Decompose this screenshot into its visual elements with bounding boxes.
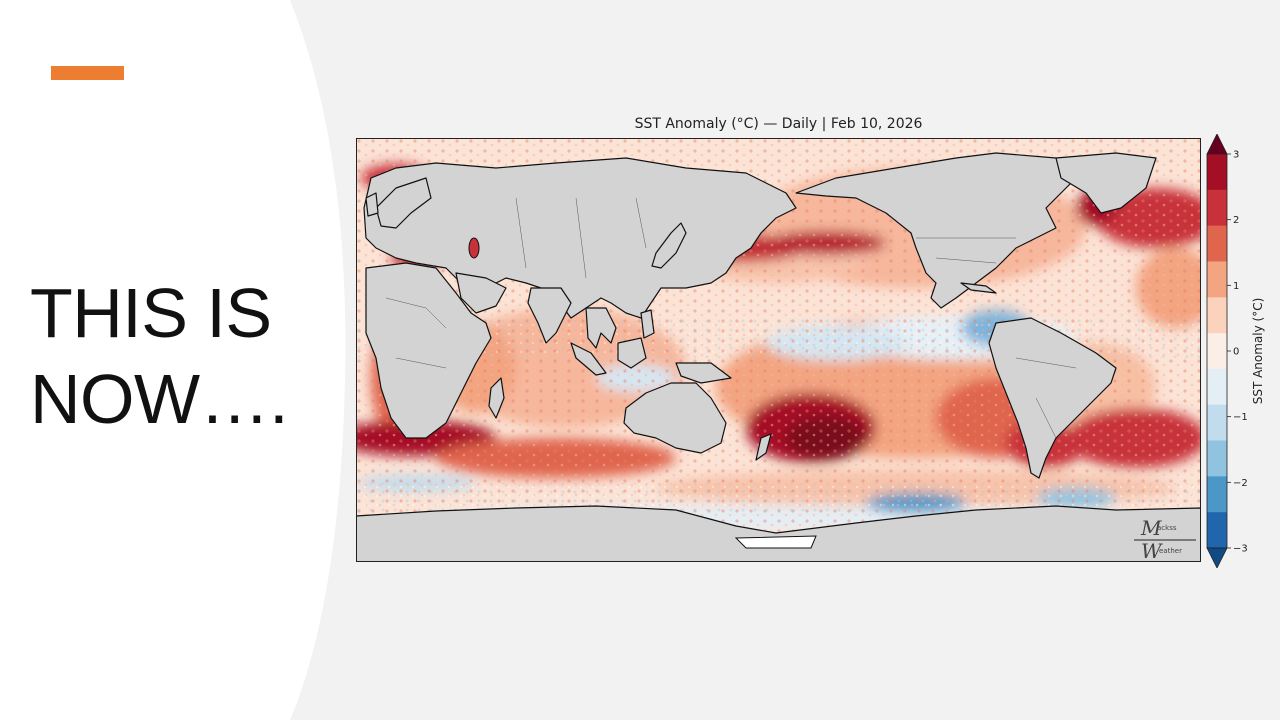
colorbar-tick-label: 1 bbox=[1233, 281, 1239, 292]
sst-anomaly-map: M ackss W eather bbox=[356, 138, 1201, 562]
landmass-india bbox=[527, 287, 572, 344]
headline-line-2: NOW…. bbox=[30, 360, 289, 438]
landmass-new-zealand bbox=[755, 433, 772, 461]
colorbar-segment bbox=[1207, 404, 1227, 442]
colorbar-segment bbox=[1207, 476, 1227, 513]
accent-bar bbox=[51, 66, 124, 80]
colorbar-segment bbox=[1207, 512, 1227, 549]
landmass-philippines bbox=[640, 309, 655, 339]
watermark-ackss: ackss bbox=[1157, 524, 1177, 532]
colorbar-tick-label: 3 bbox=[1233, 150, 1239, 161]
land-masses bbox=[356, 152, 1201, 562]
landmass-madagascar bbox=[488, 377, 505, 419]
watermark-m: M bbox=[1140, 516, 1162, 540]
colorbar-segment bbox=[1207, 154, 1227, 191]
colorbar-segment bbox=[1207, 440, 1227, 477]
colorbar-segment bbox=[1207, 261, 1227, 298]
colorbar-segment bbox=[1207, 225, 1227, 262]
landmass-se-asia bbox=[585, 307, 617, 349]
country-borders bbox=[385, 197, 1077, 439]
landmass-new-guinea bbox=[675, 362, 732, 384]
white-curved-panel bbox=[0, 0, 346, 720]
colorbar-label: SST Anomaly (°C) bbox=[1251, 297, 1265, 405]
map-title: SST Anomaly (°C) — Daily | Feb 10, 2026 bbox=[634, 116, 923, 132]
ice-shelf bbox=[734, 535, 817, 549]
caspian-sea bbox=[468, 237, 480, 259]
watermark-logo: M ackss W eather bbox=[1134, 516, 1196, 562]
headline-line-1: THIS IS bbox=[30, 274, 272, 352]
slide-headline: THIS IS NOW…. bbox=[30, 270, 289, 442]
landmass-australia bbox=[623, 382, 727, 454]
landmass-sumatra bbox=[570, 342, 607, 376]
colorbar-tick-label: 2 bbox=[1233, 215, 1239, 226]
colorbar-extend-min bbox=[1206, 547, 1228, 568]
colorbar-tick-label: 0 bbox=[1233, 347, 1239, 358]
landmass-uk bbox=[365, 192, 379, 217]
landmass-antarctica bbox=[356, 505, 1201, 562]
landmass-scandinavia bbox=[375, 177, 432, 229]
colorbar: 3 2 1 0 −1 −2 −3 bbox=[1206, 134, 1248, 568]
colorbar-extend-max bbox=[1206, 134, 1228, 155]
landmass-north-america bbox=[795, 152, 1077, 309]
colorbar-ticks: 3 2 1 0 −1 −2 −3 bbox=[1227, 150, 1248, 555]
colorbar-segment bbox=[1207, 189, 1227, 227]
colorbar-tick-label: −1 bbox=[1233, 412, 1248, 423]
landmass-greenland bbox=[1055, 152, 1157, 214]
landmass-africa bbox=[365, 262, 492, 439]
colorbar-segment bbox=[1207, 368, 1227, 406]
colorbar-tick-label: −3 bbox=[1233, 544, 1248, 555]
landmass-cuba bbox=[960, 282, 997, 294]
landmass-borneo bbox=[617, 337, 647, 369]
landmass-arabia bbox=[455, 272, 507, 314]
landmass-japan bbox=[651, 222, 687, 269]
colorbar-segment bbox=[1207, 333, 1227, 370]
colorbar-segment bbox=[1207, 297, 1227, 334]
watermark-eather: eather bbox=[1159, 547, 1182, 555]
landmass-south-america bbox=[988, 317, 1117, 479]
colorbar-tick-label: −2 bbox=[1233, 478, 1248, 489]
watermark-w: W bbox=[1141, 539, 1163, 562]
colorbar-segments bbox=[1206, 134, 1228, 568]
